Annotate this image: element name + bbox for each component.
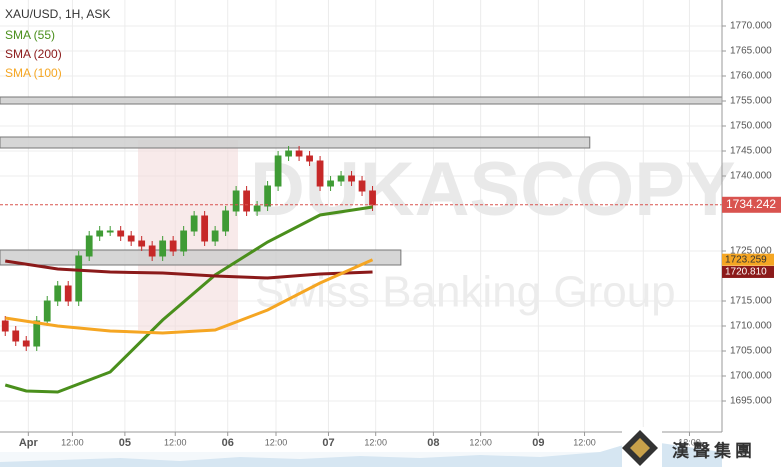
y-tick-label: 1755.000 bbox=[730, 96, 772, 107]
legend-entry: SMA (100) bbox=[5, 66, 62, 80]
watermark-text: DUKASCOPY bbox=[250, 147, 736, 232]
legend-entry: SMA (200) bbox=[5, 47, 62, 61]
x-tick-label: 12:00 bbox=[469, 437, 492, 447]
price-tag-label: 1720.810 bbox=[725, 267, 767, 278]
x-tick-label: 06 bbox=[222, 437, 234, 449]
x-tick-label: 12:00 bbox=[678, 437, 701, 447]
candle-body bbox=[222, 210, 230, 232]
candle-body bbox=[232, 190, 240, 212]
y-tick-label: 1765.000 bbox=[730, 46, 772, 57]
candle-body bbox=[369, 190, 376, 206]
navigator bbox=[0, 440, 722, 467]
sma-line bbox=[5, 259, 373, 280]
candle-body bbox=[306, 155, 313, 162]
candle-body bbox=[274, 155, 282, 187]
candle-body bbox=[127, 235, 135, 242]
candle-body bbox=[1, 320, 9, 332]
x-tick-label: 05 bbox=[119, 437, 131, 449]
candle-body bbox=[253, 205, 261, 212]
candle-body bbox=[180, 230, 188, 252]
candle-body bbox=[117, 230, 125, 237]
candle-body bbox=[106, 230, 114, 233]
y-tick-label: 1760.000 bbox=[730, 71, 772, 82]
chart-title: XAU/USD, 1H, ASK bbox=[5, 7, 110, 21]
candle-body bbox=[85, 235, 93, 257]
candle-body bbox=[159, 240, 167, 257]
y-tick-label: 1710.000 bbox=[730, 321, 772, 332]
sma-line bbox=[4, 205, 373, 394]
candle-body bbox=[337, 175, 345, 182]
zone bbox=[0, 96, 723, 105]
candle-body bbox=[96, 230, 104, 237]
y-tick-label: 1770.000 bbox=[730, 21, 772, 32]
y-tick-label: 1700.000 bbox=[730, 371, 772, 382]
logo: 漢聲集團 bbox=[622, 427, 756, 467]
candle-body bbox=[316, 160, 324, 187]
sma-line bbox=[5, 258, 374, 335]
price-tag bbox=[722, 196, 781, 213]
candle-body bbox=[33, 320, 41, 347]
candle-body bbox=[148, 245, 156, 257]
x-tick-label: 07 bbox=[322, 437, 334, 449]
candle-body bbox=[54, 285, 62, 302]
y-tick-label: 1745.000 bbox=[730, 146, 772, 157]
candle-body bbox=[327, 180, 334, 187]
candle-body bbox=[22, 340, 30, 347]
zone bbox=[0, 136, 591, 149]
axis: 1770.000 1765.000 1760.000 1755.000 1750.000… bbox=[19, 21, 781, 449]
candle-body bbox=[201, 215, 209, 242]
watermark-subtext: Swiss Banking Group bbox=[255, 268, 676, 317]
candle-body bbox=[43, 300, 51, 322]
y-tick-label: 1695.000 bbox=[730, 396, 772, 407]
candle-body bbox=[285, 150, 292, 157]
candle-body bbox=[211, 230, 219, 242]
candle-body bbox=[190, 215, 198, 232]
navigator-area bbox=[0, 440, 722, 467]
candle-body bbox=[138, 240, 146, 247]
logo-inner bbox=[630, 438, 650, 458]
candle-body bbox=[264, 185, 271, 207]
logo-text: 漢聲集團 bbox=[672, 440, 756, 460]
candle-body bbox=[12, 330, 20, 342]
x-tick-label: 12:00 bbox=[265, 437, 288, 447]
y-tick-label: 1750.000 bbox=[730, 121, 772, 132]
x-tick-label: Apr bbox=[19, 437, 39, 449]
y-tick-label: 1725.000 bbox=[730, 246, 772, 257]
x-tick-label: 12:00 bbox=[573, 437, 596, 447]
x-tick-label: 12:00 bbox=[61, 437, 84, 447]
candle-body bbox=[169, 240, 177, 252]
legend: XAU/USD, 1H, ASK SMA (55) SMA (200) SMA (1… bbox=[5, 7, 110, 80]
y-tick-label: 1705.000 bbox=[730, 346, 772, 357]
x-tick-label: 12:00 bbox=[164, 437, 187, 447]
y-tick-label: 1715.000 bbox=[730, 296, 772, 307]
x-tick-label: 12:00 bbox=[364, 437, 387, 447]
price-tag bbox=[722, 265, 774, 278]
watermark-logo bbox=[138, 140, 238, 330]
candle-body bbox=[64, 285, 72, 302]
candle-body bbox=[243, 190, 250, 212]
price-tag bbox=[722, 253, 774, 266]
candle-body bbox=[295, 150, 303, 157]
x-tick-label: 08 bbox=[427, 437, 439, 449]
plot bbox=[0, 96, 723, 394]
candle-body bbox=[348, 175, 355, 182]
x-tick-label: 09 bbox=[532, 437, 544, 449]
price-tag-label: 1723.259 bbox=[725, 254, 767, 265]
candle-body bbox=[75, 255, 83, 302]
y-tick-label: 1740.000 bbox=[730, 171, 772, 182]
zone bbox=[0, 249, 402, 266]
price-tag-label: 1734.242 bbox=[726, 197, 776, 211]
candle-body bbox=[358, 180, 366, 192]
legend-entry: SMA (55) bbox=[5, 28, 55, 42]
